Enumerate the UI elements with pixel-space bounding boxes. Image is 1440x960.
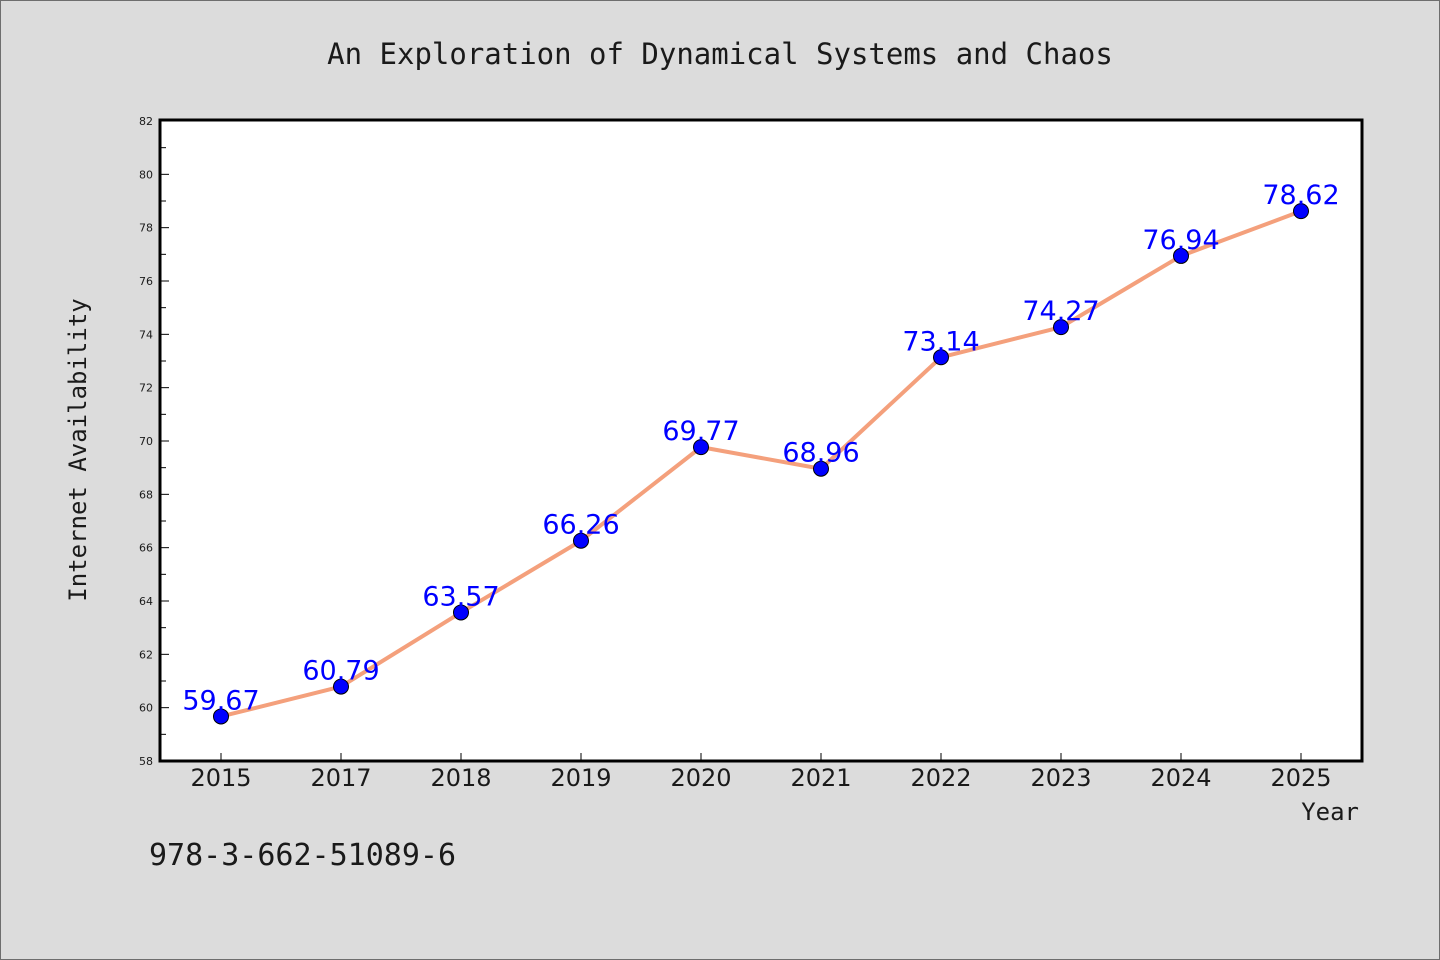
y-tick-label: 76 <box>139 275 153 288</box>
data-point <box>813 460 829 477</box>
data-point <box>213 708 229 725</box>
data-label: 73.14 <box>902 326 979 357</box>
x-tick-label: 2024 <box>1150 764 1211 792</box>
data-point <box>1173 247 1189 264</box>
data-point <box>1053 319 1069 336</box>
data-point <box>333 678 349 695</box>
x-tick-label: 2020 <box>670 764 731 792</box>
data-point <box>933 349 949 366</box>
y-axis: 58 60 62 64 66 68 70 72 74 76 78 80 82 <box>139 115 169 768</box>
y-tick-label: 60 <box>139 702 153 715</box>
data-point <box>453 604 469 621</box>
y-tick-label: 70 <box>139 435 153 448</box>
x-axis: 2015 2017 2018 2019 2020 2021 2022 2023 2024 2025 <box>190 753 1332 792</box>
y-tick-label: 78 <box>139 222 153 235</box>
x-tick-label: 2021 <box>790 764 851 792</box>
data-label: 74.27 <box>1022 296 1099 327</box>
data-label: 63.57 <box>422 581 499 612</box>
data-point <box>1293 203 1309 220</box>
chart-title: An Exploration of Dynamical Systems and … <box>327 37 1113 71</box>
plot-area <box>158 118 1364 763</box>
data-label: 78.62 <box>1262 180 1339 211</box>
x-axis-label: Year <box>1301 798 1359 826</box>
data-label: 68.96 <box>782 438 859 469</box>
data-label: 59.67 <box>182 685 259 716</box>
x-tick-label: 2018 <box>430 764 491 792</box>
y-tick-label: 66 <box>139 542 153 555</box>
x-tick-label: 2025 <box>1270 764 1331 792</box>
data-label: 60.79 <box>302 656 379 687</box>
data-point <box>693 439 709 456</box>
x-tick-label: 2019 <box>550 764 611 792</box>
y-tick-label: 72 <box>139 382 153 395</box>
x-tick-label: 2023 <box>1030 764 1091 792</box>
x-tick-label: 2022 <box>910 764 971 792</box>
y-tick-label: 58 <box>139 755 153 768</box>
series-layer: 59.67 60.79 63.57 66.26 69.77 68.96 73.14 74.27… <box>182 180 1340 725</box>
y-tick-label: 64 <box>139 595 153 608</box>
data-label: 66.26 <box>542 510 619 541</box>
series-line <box>219 209 1303 719</box>
data-label: 69.77 <box>662 416 739 447</box>
y-tick-label: 80 <box>139 168 153 181</box>
x-tick-label: 2015 <box>190 764 251 792</box>
y-tick-label: 74 <box>139 328 153 341</box>
y-tick-label: 62 <box>139 648 153 661</box>
data-label: 76.94 <box>1142 225 1219 256</box>
isbn-annotation: 978-3-662-51089-6 <box>149 838 456 873</box>
y-tick-label: 82 <box>139 115 153 128</box>
data-point <box>573 532 589 549</box>
x-tick-label: 2017 <box>310 764 371 792</box>
y-tick-label: 68 <box>139 488 153 501</box>
y-axis-label: Internet Availability <box>64 298 92 601</box>
